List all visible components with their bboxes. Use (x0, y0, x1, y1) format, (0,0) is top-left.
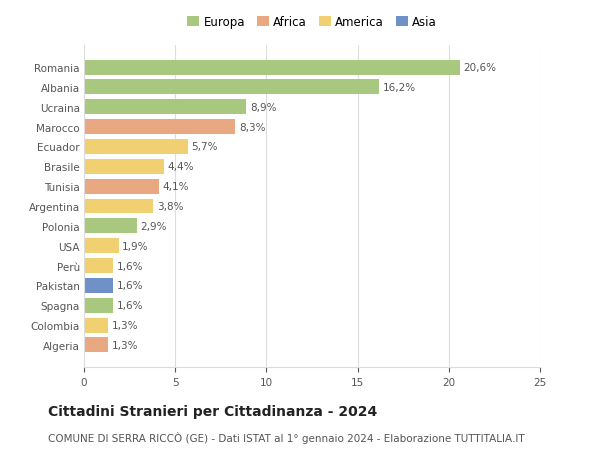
Text: 20,6%: 20,6% (463, 63, 496, 73)
Text: 1,6%: 1,6% (117, 281, 143, 291)
Text: 1,3%: 1,3% (112, 340, 138, 350)
Text: 2,9%: 2,9% (140, 221, 167, 231)
Bar (84, 239, 119, 253)
Bar (84, 61, 460, 75)
Legend: Europa, Africa, America, Asia: Europa, Africa, America, Asia (182, 11, 442, 34)
Text: 8,9%: 8,9% (250, 102, 277, 112)
Bar (84, 258, 113, 274)
Text: 1,3%: 1,3% (112, 320, 138, 330)
Text: 8,3%: 8,3% (239, 123, 266, 132)
Bar (84, 140, 188, 155)
Text: 5,7%: 5,7% (191, 142, 218, 152)
Bar (84, 179, 159, 194)
Bar (84, 318, 108, 333)
Bar (84, 278, 113, 293)
Bar (84, 298, 113, 313)
Bar (84, 199, 154, 214)
Text: 3,8%: 3,8% (157, 202, 184, 212)
Text: 4,4%: 4,4% (168, 162, 194, 172)
Text: COMUNE DI SERRA RICCÒ (GE) - Dati ISTAT al 1° gennaio 2024 - Elaborazione TUTTIT: COMUNE DI SERRA RICCÒ (GE) - Dati ISTAT … (48, 431, 524, 442)
Bar (84, 120, 235, 135)
Text: 1,6%: 1,6% (117, 261, 143, 271)
Text: 4,1%: 4,1% (163, 182, 189, 192)
Text: 1,9%: 1,9% (122, 241, 149, 251)
Bar (84, 219, 137, 234)
Bar (84, 80, 379, 95)
Text: 16,2%: 16,2% (383, 83, 416, 93)
Bar (84, 100, 247, 115)
Bar (84, 338, 108, 353)
Bar (84, 160, 164, 174)
Text: 1,6%: 1,6% (117, 301, 143, 311)
Text: Cittadini Stranieri per Cittadinanza - 2024: Cittadini Stranieri per Cittadinanza - 2… (48, 404, 377, 419)
